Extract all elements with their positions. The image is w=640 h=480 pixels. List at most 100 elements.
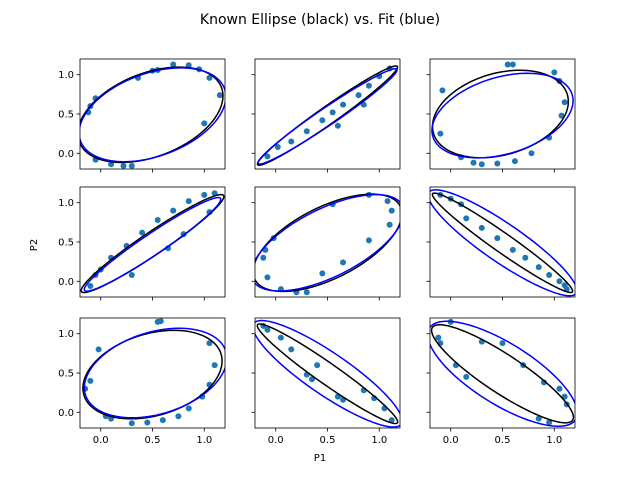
- subplot-7: 0.0 0.5 1.0 0.0 0.5 1.0: [58, 317, 226, 446]
- y-tick-label: 0.5: [58, 110, 74, 121]
- data-point: [308, 376, 315, 383]
- known-ellipse-line: [80, 66, 224, 164]
- data-point: [334, 122, 341, 129]
- plot-area: [430, 318, 575, 428]
- axes-frame: [429, 186, 576, 298]
- y-tick-label: 0.0: [58, 277, 74, 288]
- fit-ellipse-line: [430, 189, 575, 297]
- data-point: [511, 158, 518, 165]
- x-tick-label: 0.0: [93, 435, 109, 446]
- data-point: [288, 138, 295, 145]
- data-point: [108, 161, 115, 168]
- plot-area: [431, 61, 574, 168]
- data-point: [386, 221, 393, 228]
- subplot-6: [426, 186, 576, 301]
- data-point: [185, 405, 192, 412]
- data-point: [144, 419, 151, 426]
- plot-area: [255, 191, 400, 296]
- data-point: [170, 207, 177, 214]
- data-point: [522, 254, 529, 261]
- known-ellipse-line: [431, 192, 574, 294]
- y-tick-label: 0.0: [58, 408, 74, 419]
- data-point: [319, 270, 326, 277]
- data-point: [95, 346, 102, 353]
- x-tick-label: 1.0: [546, 435, 562, 446]
- data-point: [303, 289, 310, 296]
- data-point: [561, 99, 568, 106]
- data-point: [216, 92, 223, 99]
- data-point: [264, 274, 271, 281]
- data-point: [277, 334, 284, 341]
- data-point: [478, 161, 485, 168]
- y-tick-label: 0.0: [58, 149, 74, 160]
- data-point: [206, 340, 213, 347]
- data-point: [556, 278, 563, 285]
- data-point: [365, 82, 372, 89]
- data-point: [494, 235, 501, 242]
- data-point: [87, 377, 94, 384]
- data-point: [154, 217, 161, 223]
- data-point: [546, 419, 553, 426]
- data-point: [170, 61, 177, 68]
- x-tick-label: 1.0: [371, 435, 387, 446]
- subplot-grid: 0.00.51.00.00.51.00.0 0.5 1.00.00.51.00.0 0…: [58, 58, 576, 446]
- data-point: [303, 128, 310, 135]
- data-point: [437, 130, 444, 137]
- data-point: [558, 112, 565, 119]
- data-point: [535, 415, 542, 422]
- known-ellipse-line: [255, 193, 400, 293]
- data-point: [288, 346, 295, 353]
- data-point: [463, 215, 470, 222]
- data-point: [154, 318, 161, 325]
- y-tick-label: 0.5: [58, 369, 74, 380]
- data-point: [128, 272, 135, 278]
- x-axis-label: P1: [314, 453, 326, 464]
- known-ellipse-line: [430, 324, 575, 424]
- axes-frame: [254, 317, 401, 429]
- data-point: [540, 379, 547, 386]
- subplot-1: 0.0 0.5 1.0: [58, 58, 226, 173]
- data-point: [504, 61, 511, 68]
- data-point: [528, 150, 535, 157]
- data-point: [365, 237, 372, 244]
- data-point: [185, 198, 192, 205]
- data-point: [264, 326, 271, 333]
- fit-ellipse-line: [83, 196, 222, 292]
- data-point: [551, 69, 558, 76]
- plot-area: [255, 319, 400, 428]
- y-tick-label: 1.0: [58, 329, 74, 340]
- subplot-3: [426, 58, 576, 173]
- data-point: [546, 272, 553, 278]
- data-point: [128, 162, 135, 169]
- data-point: [470, 159, 477, 166]
- known-ellipse-line: [256, 65, 399, 166]
- data-point: [384, 198, 391, 205]
- fit-ellipse-line: [431, 72, 574, 159]
- data-point: [478, 224, 485, 231]
- plot-area: [256, 65, 399, 166]
- y-axis-label: P2: [29, 239, 40, 251]
- known-ellipse-line: [256, 323, 399, 425]
- axes-frame: [79, 58, 226, 170]
- data-point: [340, 101, 347, 108]
- subplot-2: [251, 58, 401, 173]
- data-point: [509, 246, 516, 253]
- data-point: [206, 74, 213, 81]
- chart-title: Known Ellipse (black) vs. Fit (blue): [200, 12, 440, 28]
- x-tick-label: 0.5: [145, 435, 161, 446]
- y-tick-label: 1.0: [58, 70, 74, 81]
- data-point: [175, 413, 182, 420]
- fit-ellipse-line: [80, 67, 225, 163]
- data-point: [120, 162, 127, 169]
- data-point: [340, 259, 347, 266]
- data-point: [439, 87, 446, 94]
- data-point: [274, 144, 281, 150]
- subplot-8: 0.0 0.5 1.0: [251, 317, 401, 446]
- data-point: [355, 92, 362, 99]
- data-point: [556, 385, 563, 392]
- data-point: [159, 417, 166, 424]
- known-ellipse-line: [80, 193, 225, 294]
- axes-frame: [79, 186, 226, 298]
- known-ellipse-line: [82, 329, 223, 420]
